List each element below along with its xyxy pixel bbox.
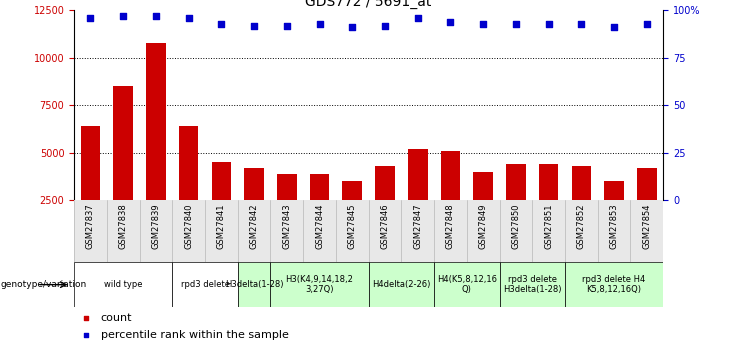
Bar — [604, 181, 624, 248]
Point — [477, 21, 489, 27]
Point — [117, 13, 129, 19]
Text: count: count — [101, 313, 132, 323]
Point — [542, 21, 554, 27]
Text: H4(K5,8,12,16
Q): H4(K5,8,12,16 Q) — [437, 275, 496, 294]
Point — [313, 21, 325, 27]
FancyBboxPatch shape — [74, 262, 172, 307]
Point — [346, 25, 358, 30]
Point — [80, 315, 92, 321]
Text: GSM27838: GSM27838 — [119, 203, 127, 249]
Text: GSM27850: GSM27850 — [511, 203, 520, 249]
Text: H3delta(1-28): H3delta(1-28) — [225, 280, 283, 289]
Text: GSM27844: GSM27844 — [315, 203, 324, 249]
FancyBboxPatch shape — [74, 200, 663, 262]
Point — [379, 23, 391, 28]
Point — [150, 13, 162, 19]
Bar — [408, 149, 428, 248]
Text: GSM27854: GSM27854 — [642, 203, 651, 249]
Bar — [277, 174, 296, 248]
Text: GSM27842: GSM27842 — [250, 203, 259, 249]
Bar — [245, 168, 264, 248]
Text: genotype/variation: genotype/variation — [1, 280, 87, 289]
Point — [510, 21, 522, 27]
Bar — [342, 181, 362, 248]
Bar — [146, 43, 166, 248]
Text: percentile rank within the sample: percentile rank within the sample — [101, 331, 288, 340]
Bar — [113, 86, 133, 248]
Bar — [375, 166, 395, 248]
Bar — [539, 164, 559, 248]
Bar — [506, 164, 525, 248]
Text: GSM27851: GSM27851 — [544, 203, 553, 249]
Text: rpd3 delete H4
K5,8,12,16Q): rpd3 delete H4 K5,8,12,16Q) — [582, 275, 645, 294]
Bar — [473, 171, 493, 248]
Text: GSM27843: GSM27843 — [282, 203, 291, 249]
Point — [80, 333, 92, 338]
Point — [412, 15, 424, 21]
Text: GSM27839: GSM27839 — [151, 203, 160, 249]
Bar — [81, 126, 100, 248]
FancyBboxPatch shape — [499, 262, 565, 307]
Bar — [179, 126, 199, 248]
Bar — [637, 168, 657, 248]
Text: rpd3 delete
H3delta(1-28): rpd3 delete H3delta(1-28) — [503, 275, 562, 294]
Point — [183, 15, 195, 21]
Text: rpd3 delete: rpd3 delete — [181, 280, 230, 289]
Point — [576, 21, 588, 27]
Bar — [441, 151, 460, 248]
FancyBboxPatch shape — [238, 262, 270, 307]
Bar — [310, 174, 329, 248]
Title: GDS772 / 5691_at: GDS772 / 5691_at — [305, 0, 432, 9]
Point — [445, 19, 456, 24]
Point — [281, 23, 293, 28]
Point — [84, 15, 96, 21]
Point — [608, 25, 620, 30]
Text: GSM27841: GSM27841 — [217, 203, 226, 249]
FancyBboxPatch shape — [565, 262, 663, 307]
Text: GSM27837: GSM27837 — [86, 203, 95, 249]
Text: wild type: wild type — [104, 280, 142, 289]
FancyBboxPatch shape — [434, 262, 499, 307]
Text: GSM27852: GSM27852 — [577, 203, 586, 249]
Text: GSM27848: GSM27848 — [446, 203, 455, 249]
Bar — [212, 162, 231, 248]
Point — [216, 21, 227, 27]
Text: GSM27849: GSM27849 — [479, 203, 488, 249]
FancyBboxPatch shape — [172, 262, 238, 307]
Text: GSM27853: GSM27853 — [610, 203, 619, 249]
Text: GSM27846: GSM27846 — [381, 203, 390, 249]
Text: H4delta(2-26): H4delta(2-26) — [372, 280, 431, 289]
Text: GSM27840: GSM27840 — [185, 203, 193, 249]
Bar — [571, 166, 591, 248]
FancyBboxPatch shape — [270, 262, 368, 307]
FancyBboxPatch shape — [368, 262, 434, 307]
Point — [248, 23, 260, 28]
Text: GSM27847: GSM27847 — [413, 203, 422, 249]
Text: H3(K4,9,14,18,2
3,27Q): H3(K4,9,14,18,2 3,27Q) — [285, 275, 353, 294]
Text: GSM27845: GSM27845 — [348, 203, 356, 249]
Point — [641, 21, 653, 27]
